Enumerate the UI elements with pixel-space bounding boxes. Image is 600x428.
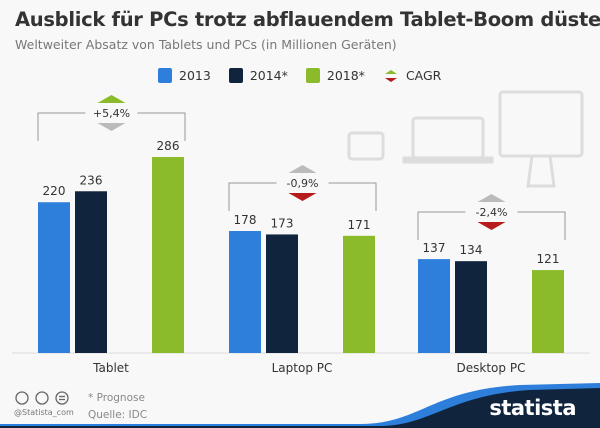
bar-tablet-2014 <box>75 191 107 353</box>
cagr-label: -0,9% <box>287 177 319 190</box>
cagr-up-arrow <box>288 165 317 173</box>
footer-banner <box>0 388 600 428</box>
data-label: 236 <box>80 173 103 187</box>
cagr-label: +5,4% <box>93 107 130 120</box>
legend-swatch <box>158 68 172 83</box>
legend-label: 2014* <box>249 68 288 83</box>
category-label: Desktop PC <box>457 361 526 375</box>
footnote: * Prognose Quelle: IDC <box>88 390 147 424</box>
device-icons <box>347 90 584 188</box>
cc-license-icons <box>15 391 69 405</box>
legend-item-cagr: CAGR <box>383 68 441 83</box>
source-note: Quelle: IDC <box>88 409 148 421</box>
data-label: 286 <box>157 139 180 153</box>
data-label: 220 <box>43 184 66 198</box>
bar-laptop-pc-2013 <box>229 231 261 353</box>
bar-tablet-2013 <box>38 202 70 353</box>
bar-desktop-pc-2014 <box>455 261 487 353</box>
legend-swatch <box>305 68 320 83</box>
data-label: 121 <box>537 252 560 266</box>
category-label: Tablet <box>92 361 129 375</box>
bar-laptop-pc-2018 <box>343 235 375 353</box>
cagr-icon <box>384 69 397 82</box>
cagr-down-arrow <box>97 123 126 131</box>
cagr-up-arrow <box>477 194 506 202</box>
legend: 2013 2014* 2018* CAGR <box>158 68 441 83</box>
prognose-note: * Prognose <box>88 392 145 404</box>
legend-label: CAGR <box>405 68 442 83</box>
cagr-label: -2,4% <box>476 206 508 219</box>
legend-label: 2013 <box>179 68 211 83</box>
legend-swatch <box>228 68 243 83</box>
bar-desktop-pc-2013 <box>418 259 450 353</box>
monitor-icon <box>498 90 584 188</box>
cagr-label-bg <box>85 105 138 121</box>
legend-item-2014: 2014* <box>228 68 288 83</box>
cagr-label-bg <box>465 204 518 220</box>
data-label: 134 <box>460 243 483 257</box>
laptop-icon <box>402 116 494 164</box>
bar-desktop-pc-2018 <box>532 270 564 353</box>
cagr-up-arrow <box>97 95 126 103</box>
cagr-label-bg <box>276 175 329 191</box>
twitter-handle: @Statista_com <box>14 408 74 417</box>
data-label: 173 <box>271 216 294 230</box>
cagr-down-arrow <box>477 222 506 230</box>
legend-item-2018: 2018* <box>305 68 365 83</box>
legend-label: 2018* <box>326 68 365 83</box>
chart-subtitle: Weltweiter Absatz von Tablets und PCs (i… <box>15 37 397 52</box>
bar-laptop-pc-2014 <box>266 234 298 353</box>
chart-title: Ausblick für PCs trotz abflauendem Table… <box>15 8 600 31</box>
legend-item-2013: 2013 <box>158 68 211 83</box>
data-label: 171 <box>348 218 371 232</box>
category-label: Laptop PC <box>272 361 333 375</box>
bar-tablet-2018 <box>152 157 184 353</box>
data-label: 137 <box>423 241 446 255</box>
data-label: 178 <box>234 213 257 227</box>
statista-logo[interactable]: statista <box>489 396 576 420</box>
cagr-down-arrow <box>288 193 317 201</box>
tablet-icon <box>347 131 385 161</box>
